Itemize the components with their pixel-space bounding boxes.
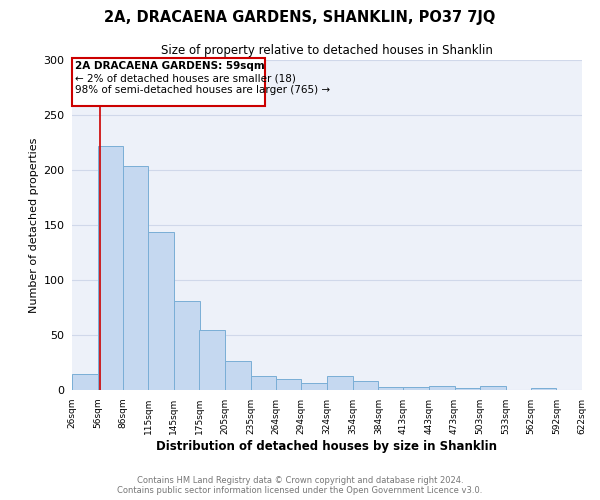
Bar xyxy=(251,376,275,390)
Text: ← 2% of detached houses are smaller (18): ← 2% of detached houses are smaller (18) xyxy=(74,73,295,83)
Bar xyxy=(72,374,98,390)
Bar xyxy=(225,362,251,390)
Bar xyxy=(480,386,506,390)
Bar xyxy=(429,386,455,390)
Bar xyxy=(174,301,199,390)
Bar xyxy=(124,166,148,390)
Text: 98% of semi-detached houses are larger (765) →: 98% of semi-detached houses are larger (… xyxy=(74,86,329,96)
Title: Size of property relative to detached houses in Shanklin: Size of property relative to detached ho… xyxy=(161,44,493,58)
Bar xyxy=(379,386,403,390)
Y-axis label: Number of detached properties: Number of detached properties xyxy=(29,138,39,312)
Text: Contains HM Land Registry data © Crown copyright and database right 2024.
Contai: Contains HM Land Registry data © Crown c… xyxy=(118,476,482,495)
Bar xyxy=(72,58,265,106)
Bar xyxy=(98,146,124,390)
Text: 2A, DRACAENA GARDENS, SHANKLIN, PO37 7JQ: 2A, DRACAENA GARDENS, SHANKLIN, PO37 7JQ xyxy=(104,10,496,25)
X-axis label: Distribution of detached houses by size in Shanklin: Distribution of detached houses by size … xyxy=(157,440,497,452)
Bar xyxy=(530,388,556,390)
Bar xyxy=(403,386,429,390)
Bar xyxy=(353,381,379,390)
Bar xyxy=(455,388,480,390)
Bar xyxy=(148,232,174,390)
Bar xyxy=(327,376,353,390)
Text: 2A DRACAENA GARDENS: 59sqm: 2A DRACAENA GARDENS: 59sqm xyxy=(74,61,265,71)
Bar xyxy=(301,384,327,390)
Bar xyxy=(199,330,225,390)
Bar xyxy=(275,379,301,390)
